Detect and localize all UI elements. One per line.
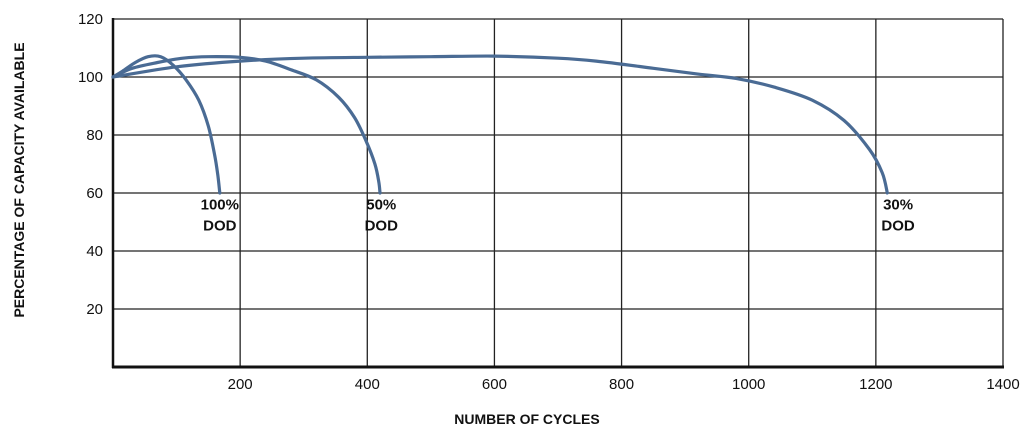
- y-tick-label: 20: [86, 301, 103, 318]
- y-tick-label: 60: [86, 185, 103, 202]
- y-tick-label: 100: [78, 69, 103, 86]
- dod-label-line: 30%: [883, 197, 913, 214]
- dod-label-1: 100% DOD: [201, 197, 239, 235]
- series-line-3: [111, 54, 889, 195]
- dod-label-line: DOD: [203, 218, 237, 235]
- dod-label-3: 30% DOD: [881, 197, 915, 235]
- dod-label-line: DOD: [365, 218, 399, 235]
- y-tick-label: 120: [78, 11, 103, 28]
- y-tick-label: 40: [86, 243, 103, 260]
- x-tick-label: 800: [609, 376, 634, 393]
- x-tick-label: 600: [482, 376, 507, 393]
- series-group: [111, 54, 889, 195]
- grid: [113, 18, 1004, 367]
- x-tick-label: 200: [228, 376, 253, 393]
- series-line-1: [111, 54, 222, 195]
- y-axis-title: PERCENTAGE OF CAPACITY AVAILABLE: [11, 42, 27, 317]
- dod-label-line: 100%: [201, 197, 239, 214]
- x-axis-title: NUMBER OF CYCLES: [454, 411, 599, 425]
- y-tick-label: 80: [86, 127, 103, 144]
- tick-labels: 20 40 60 80 100 120 200 400 600 800 1000 1200 1400: [78, 11, 1020, 393]
- x-tick-label: 1000: [732, 376, 765, 393]
- dod-label-line: 50%: [366, 197, 396, 214]
- x-tick-label: 400: [355, 376, 380, 393]
- series-line-2: [111, 55, 382, 195]
- x-tick-label: 1400: [986, 376, 1019, 393]
- dod-label-line: DOD: [881, 218, 915, 235]
- x-tick-label: 1200: [859, 376, 892, 393]
- dod-label-2: 50% DOD: [365, 197, 399, 235]
- annotations: 100% DOD 50% DOD 30% DOD: [201, 197, 915, 235]
